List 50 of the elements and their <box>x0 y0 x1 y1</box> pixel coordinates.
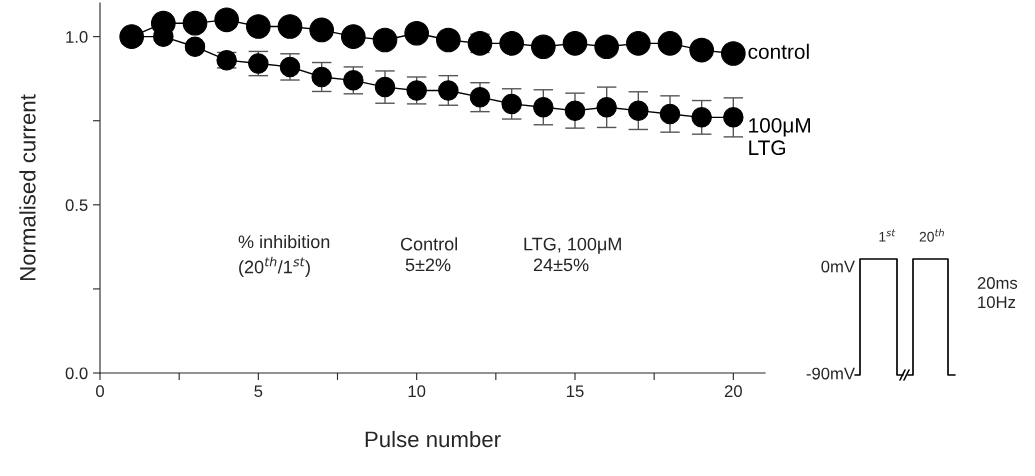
point <box>657 31 683 56</box>
x-tick-label: 0 <box>96 385 104 398</box>
y-tick-label: 0.5 <box>65 199 88 212</box>
annotation: Control 5±2% <box>400 237 457 272</box>
point <box>689 37 714 63</box>
point <box>436 27 461 53</box>
point <box>374 76 396 98</box>
series-label: 100μM LTG <box>749 117 810 156</box>
point <box>531 34 556 60</box>
point <box>246 14 271 39</box>
y-tick-label: 1.0 <box>66 31 88 43</box>
point <box>499 31 524 56</box>
point <box>501 93 522 115</box>
x-axis-title: Pulse number <box>365 430 501 448</box>
point <box>182 10 208 36</box>
point <box>721 41 746 66</box>
point <box>372 27 398 53</box>
text: -90mV <box>806 367 855 380</box>
point <box>594 34 619 60</box>
point <box>438 80 459 101</box>
y-tick-label: 0.0 <box>65 367 88 380</box>
x-tick-label: 15 <box>567 385 584 398</box>
text: 20$^{th}$ <box>919 228 944 242</box>
point <box>184 36 206 57</box>
x-tick-label: 10 <box>408 385 426 398</box>
text: 20ms 10Hz <box>977 277 1018 309</box>
point <box>626 31 651 56</box>
point <box>469 86 491 108</box>
point <box>659 103 681 125</box>
point <box>277 14 303 39</box>
point <box>628 100 649 121</box>
point <box>596 97 617 118</box>
point <box>311 66 332 88</box>
point <box>723 107 744 128</box>
y-axis-title: Normalised current <box>19 94 36 281</box>
point <box>562 31 588 56</box>
point <box>309 17 334 43</box>
annotation: LTG, 100μM 24±5% <box>524 237 621 272</box>
text: 1$^{st}$ <box>879 229 896 242</box>
annotation: % inhibition (20$^{th}$/1$^{st}$) <box>238 234 330 277</box>
point <box>691 107 712 128</box>
x-tick-label: 5 <box>254 385 263 398</box>
point <box>533 97 554 118</box>
series-label: control <box>748 43 809 60</box>
point <box>564 100 586 121</box>
point <box>341 24 366 49</box>
point <box>404 20 429 46</box>
point <box>214 7 239 33</box>
text: 0mV <box>821 260 855 273</box>
x-tick-label: 20 <box>724 385 742 398</box>
